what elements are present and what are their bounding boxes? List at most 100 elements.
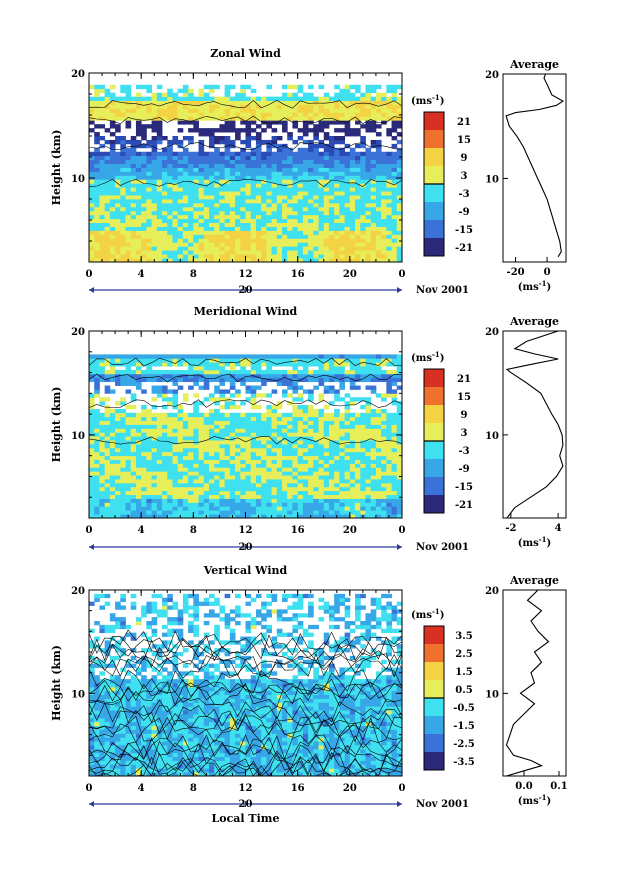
heatmap-cell	[99, 116, 106, 121]
heatmap-cell	[224, 226, 231, 231]
heatmap-cell	[349, 222, 356, 227]
heatmap-cell	[99, 714, 106, 719]
heatmap-cell	[396, 373, 403, 379]
heatmap-cell	[282, 171, 288, 176]
heatmap-cell	[370, 222, 377, 227]
average-title: Average	[509, 315, 559, 328]
heatmap-cell	[141, 482, 147, 488]
heatmap-cell	[334, 479, 340, 484]
heatmap-cell	[229, 467, 236, 472]
heatmap-cell	[224, 136, 231, 141]
heatmap-cell	[255, 218, 262, 224]
heatmap-cell	[261, 250, 267, 255]
heatmap-cell	[120, 171, 126, 176]
heatmap-cell	[177, 218, 184, 224]
heatmap-cell	[313, 112, 319, 117]
heatmap-cell	[349, 373, 356, 379]
heatmap-cell	[287, 498, 293, 503]
heatmap-cell	[177, 143, 184, 149]
heatmap-cell	[365, 226, 372, 231]
heatmap-cell	[120, 222, 126, 227]
heatmap-cell	[104, 502, 111, 507]
heatmap-cell	[245, 498, 252, 503]
heatmap-cell	[156, 187, 163, 192]
heatmap-cell	[287, 250, 293, 255]
heatmap-cell	[323, 234, 330, 239]
heatmap-cell	[396, 191, 403, 196]
heatmap-cell	[151, 463, 158, 468]
heatmap-cell	[109, 218, 116, 224]
heatmap-cell	[193, 246, 199, 251]
heatmap-cell	[198, 139, 205, 145]
heatmap-cell	[99, 112, 106, 117]
heatmap-cell	[266, 246, 272, 251]
heatmap-cell	[355, 467, 361, 472]
heatmap-cell	[360, 510, 366, 515]
heatmap-cell	[282, 373, 288, 379]
heatmap-cell	[375, 486, 382, 492]
heatmap-cell	[365, 467, 372, 472]
heatmap-cell	[323, 206, 330, 212]
heatmap-cell	[287, 183, 293, 188]
heatmap-cell	[162, 242, 168, 247]
heatmap-cell	[349, 104, 356, 109]
heatmap-cell	[224, 354, 231, 359]
heatmap-cell	[115, 234, 121, 239]
heatmap-cell	[266, 96, 272, 101]
heatmap-cell	[370, 369, 377, 375]
heatmap-cell	[229, 226, 236, 231]
heatmap-cell	[313, 510, 319, 515]
heatmap-cell	[177, 443, 184, 449]
heatmap-cell	[386, 132, 392, 137]
heatmap-cell	[141, 377, 147, 383]
heatmap-cell	[146, 250, 152, 255]
heatmap-cell	[203, 191, 210, 196]
heatmap-cell	[318, 463, 325, 468]
heatmap-cell	[328, 254, 335, 259]
heatmap-cell	[323, 502, 330, 507]
heatmap-cell	[167, 479, 173, 484]
heatmap-cell	[203, 486, 210, 492]
heatmap-cell	[261, 159, 267, 164]
heatmap-cell	[349, 369, 356, 375]
heatmap-cell	[245, 214, 252, 220]
heatmap-cell	[344, 143, 351, 149]
heatmap-cell	[203, 482, 210, 488]
heatmap-cell	[266, 179, 272, 184]
heatmap-cell	[302, 214, 309, 220]
heatmap-cell	[240, 412, 246, 418]
heatmap-cell	[355, 258, 361, 263]
heatmap-cell	[104, 163, 111, 168]
heatmap-cell	[292, 195, 299, 200]
heatmap-cell	[125, 206, 132, 212]
heatmap-cell	[177, 179, 184, 184]
heatmap-cell	[297, 191, 304, 196]
heatmap-cell	[396, 408, 403, 414]
heatmap-cell	[109, 167, 116, 172]
heatmap-cell	[177, 104, 184, 109]
y-tick-label: 20	[71, 327, 85, 338]
heatmap-cell	[167, 195, 173, 200]
heatmap-cell	[292, 124, 299, 129]
heatmap-cell	[162, 92, 168, 98]
heatmap-cell	[245, 187, 252, 192]
heatmap-cell	[229, 416, 236, 422]
heatmap-cell	[188, 183, 194, 188]
heatmap-cell	[109, 506, 116, 511]
heatmap-cell	[214, 258, 220, 263]
heatmap-cell	[182, 447, 189, 453]
heatmap-cell	[276, 163, 283, 168]
heatmap-cell	[219, 440, 226, 445]
heatmap-cell	[115, 451, 121, 457]
heatmap-cell	[151, 222, 158, 227]
heatmap-cell	[120, 195, 126, 200]
heatmap-cell	[375, 432, 382, 437]
heatmap-cell	[224, 246, 231, 251]
heatmap-cell	[391, 120, 398, 125]
heatmap-cell	[172, 490, 179, 496]
heatmap-cell	[360, 486, 366, 492]
heatmap-cell	[391, 116, 398, 121]
heatmap-cell	[245, 362, 252, 367]
heatmap-cell	[365, 416, 372, 422]
heatmap-cell	[167, 471, 173, 476]
